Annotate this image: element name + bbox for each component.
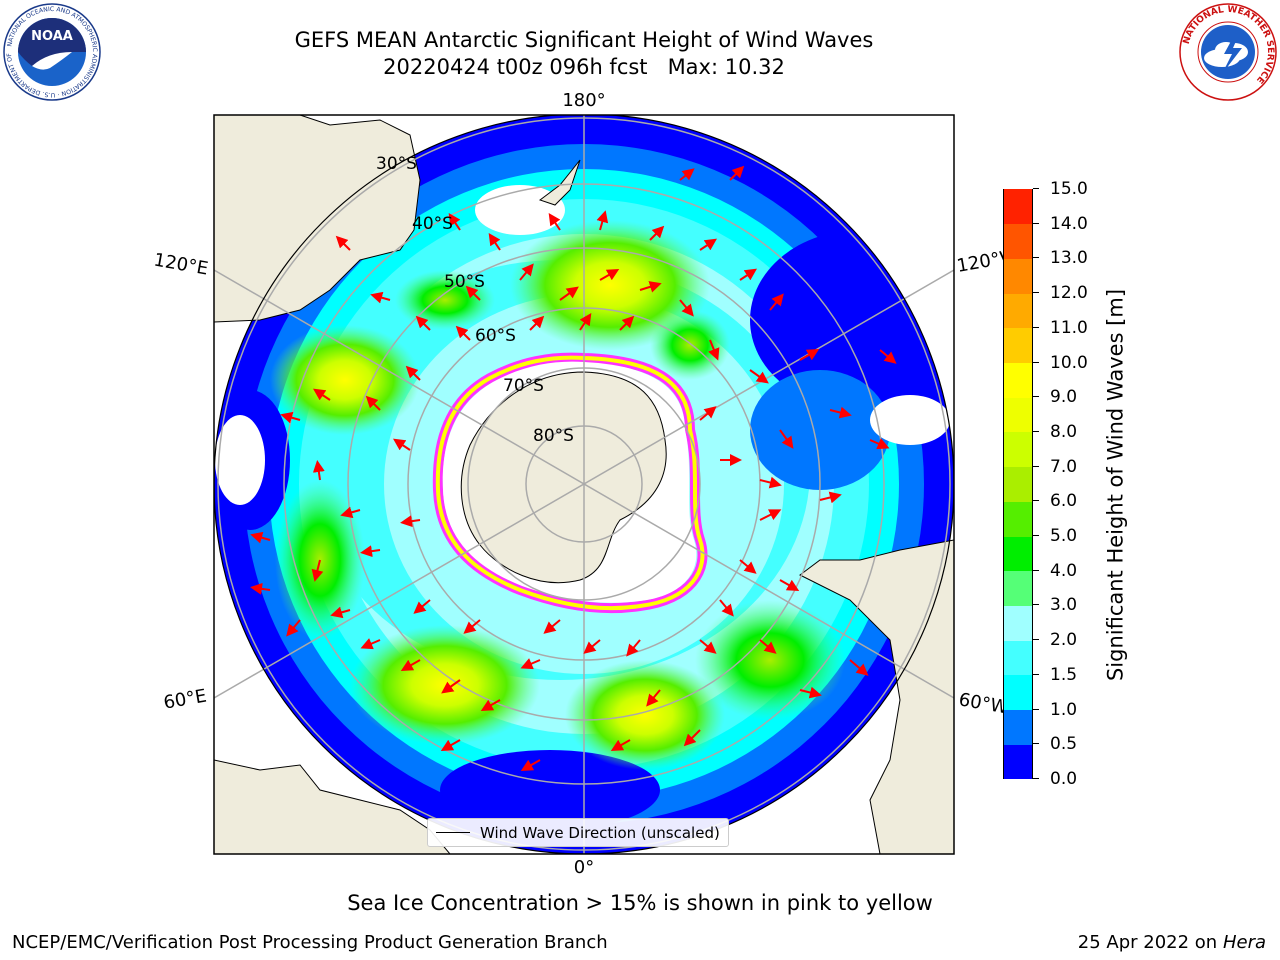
lat-label-40s: 40°S [412, 214, 453, 234]
colorbar-tick-mark [1033, 569, 1039, 571]
colorbar-tick-label: 9.0 [1050, 387, 1078, 408]
colorbar-tick-label: 13.0 [1050, 248, 1088, 269]
colorbar-tick-label: 11.0 [1050, 317, 1088, 338]
colorbar-segment [1004, 501, 1032, 537]
wind-wave-arrows [250, 165, 897, 771]
colorbar-tick-label: 0.5 [1050, 734, 1078, 755]
colorbar-tick-label: 14.0 [1050, 213, 1088, 234]
colorbar-tick-mark [1033, 639, 1039, 641]
lat-label-50s: 50°S [444, 272, 485, 292]
sea-ice-caption: Sea Ice Concentration > 15% is shown in … [347, 891, 933, 915]
colorbar-segment [1004, 570, 1032, 606]
lat-label-60s: 60°S [475, 326, 516, 346]
colorbar-tick-mark [1033, 743, 1039, 745]
colorbar-tick-mark [1033, 535, 1039, 537]
colorbar-tick-label: 7.0 [1050, 456, 1078, 477]
colorbar-segment [1004, 293, 1032, 329]
lat-label-30s: 30°S [376, 154, 417, 174]
nws-logo: NATIONAL WEATHER SERVICE [1179, 3, 1277, 101]
colorbar-tick-label: 2.0 [1050, 630, 1078, 651]
lon-label-0: 0° [574, 857, 594, 878]
colorbar-tick-mark [1033, 604, 1039, 606]
colorbar-tick-mark [1033, 430, 1039, 432]
colorbar-segment [1004, 223, 1032, 259]
colorbar-segment [1004, 327, 1032, 364]
footer-host: Hera [1222, 932, 1266, 953]
colorbar-tick-mark [1033, 396, 1039, 398]
graticule [214, 115, 954, 854]
colorbar-segment [1004, 466, 1032, 502]
colorbar-segment [1004, 362, 1032, 398]
colorbar-tick-label: 3.0 [1050, 595, 1078, 616]
colorbar-tick-label: 5.0 [1050, 526, 1078, 547]
lon-label-120e: 120°E [152, 249, 210, 279]
colorbar-tick-mark [1033, 326, 1039, 328]
chart-title: GEFS MEAN Antarctic Significant Height o… [294, 28, 874, 52]
colorbar-tick-label: 0.0 [1050, 769, 1078, 789]
colorbar-tick-label: 15.0 [1050, 179, 1088, 199]
colorbar-segment [1004, 536, 1032, 572]
colorbar [1003, 189, 1033, 780]
colorbar-segment [1004, 744, 1032, 780]
colorbar-tick-label: 4.0 [1050, 560, 1078, 581]
colorbar-tick-mark [1033, 708, 1039, 710]
chart-subtitle: 20220424 t00z 096h fcst Max: 10.32 [383, 55, 785, 79]
colorbar-segment [1004, 674, 1032, 711]
noaa-logo: NATIONAL OCEANIC AND ATMOSPHERIC ADMINIS… [2, 2, 101, 101]
colorbar-tick-mark [1033, 778, 1039, 779]
colorbar-tick-label: 1.0 [1050, 699, 1078, 720]
colorbar-tick-mark [1033, 465, 1039, 467]
colorbar-tick-label: 8.0 [1050, 421, 1078, 442]
colorbar-segment [1004, 709, 1032, 745]
colorbar-segment [1004, 189, 1032, 225]
footer-date: 25 Apr 2022 on Hera [1077, 932, 1266, 953]
footer-credit: NCEP/EMC/Verification Post Processing Pr… [12, 932, 608, 953]
colorbar-segment [1004, 640, 1032, 676]
legend-label: Wind Wave Direction (unscaled) [480, 823, 720, 842]
colorbar-tick-mark [1033, 188, 1039, 189]
colorbar-segment [1004, 397, 1032, 433]
legend-line-icon [436, 832, 470, 833]
lon-label-60e: 60°E [162, 685, 208, 713]
colorbar-segment [1004, 258, 1032, 294]
map-legend: Wind Wave Direction (unscaled) [427, 818, 729, 847]
colorbar-tick-mark [1033, 292, 1039, 294]
colorbar-segment [1004, 431, 1032, 468]
antarctica [432, 352, 708, 614]
colorbar-tick-mark [1033, 222, 1039, 224]
colorbar-tick-label: 1.5 [1050, 664, 1078, 685]
colorbar-label: Significant Height of Wind Waves [m] [1103, 288, 1128, 682]
lon-label-180: 180° [562, 90, 605, 111]
colorbar-tick-label: 12.0 [1050, 283, 1088, 304]
colorbar-tick-label: 6.0 [1050, 491, 1078, 512]
svg-text:NOAA: NOAA [31, 29, 73, 44]
lat-label-70s: 70°S [503, 376, 544, 396]
colorbar-tick-mark [1033, 257, 1039, 259]
colorbar-tick-label: 10.0 [1050, 352, 1088, 373]
colorbar-tick-mark [1033, 500, 1039, 502]
lon-label-60w: 60°W [957, 689, 1010, 718]
colorbar-tick-mark [1033, 673, 1039, 675]
colorbar-segment [1004, 605, 1032, 641]
colorbar-tick-mark [1033, 361, 1039, 363]
lat-label-80s: 80°S [533, 426, 574, 446]
